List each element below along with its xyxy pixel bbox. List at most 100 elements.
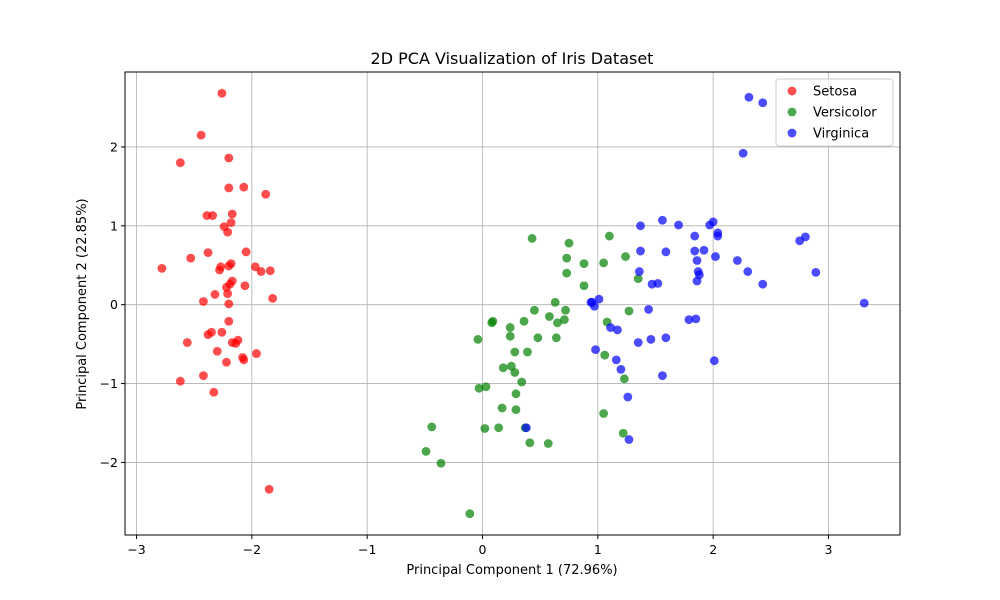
point-virginica [738, 148, 748, 158]
point-versicolor [579, 259, 589, 269]
legend-label-setosa: Setosa [813, 85, 857, 100]
y-tick-label: 2 [110, 139, 118, 154]
point-versicolor [564, 238, 574, 248]
point-virginica [708, 217, 718, 227]
point-virginica [743, 267, 753, 276]
point-versicolor [505, 323, 515, 332]
point-virginica [674, 220, 683, 230]
point-versicolor [550, 297, 560, 307]
point-virginica [795, 236, 805, 246]
point-setosa [203, 248, 213, 258]
point-virginica [758, 98, 768, 108]
x-tick-label: 3 [825, 542, 833, 557]
point-virginica [744, 92, 754, 102]
point-versicolor [510, 368, 520, 377]
point-versicolor [600, 350, 610, 360]
point-versicolor [436, 458, 446, 468]
y-axis-label: Principal Component 2 (22.85%) [75, 198, 90, 409]
point-versicolor [618, 428, 628, 438]
point-virginica [658, 371, 667, 381]
point-setosa [239, 355, 249, 365]
point-versicolor [510, 347, 520, 357]
y-tick-label: 0 [110, 297, 118, 312]
point-versicolor [562, 268, 572, 278]
point-setosa [208, 211, 218, 220]
point-versicolor [473, 334, 483, 344]
point-setosa [224, 153, 234, 163]
x-tick-label: −3 [127, 542, 145, 557]
point-versicolor [465, 509, 475, 519]
point-versicolor [481, 382, 491, 392]
point-versicolor [480, 424, 490, 433]
point-versicolor [427, 422, 437, 432]
point-virginica [709, 356, 719, 366]
point-virginica [859, 298, 869, 308]
point-virginica [616, 364, 626, 374]
point-virginica [646, 334, 656, 344]
point-virginica [692, 276, 702, 286]
point-virginica [811, 267, 821, 277]
point-versicolor [474, 383, 484, 393]
point-versicolor [562, 253, 572, 263]
point-setosa [256, 267, 266, 276]
point-versicolor [599, 409, 609, 418]
point-virginica [591, 345, 600, 355]
point-versicolor [621, 252, 630, 261]
y-tick-label: 1 [110, 218, 118, 233]
point-setosa [210, 290, 220, 299]
x-tick-label: 1 [594, 542, 602, 557]
point-versicolor [498, 363, 508, 373]
point-setosa [157, 264, 167, 273]
point-setosa [227, 209, 237, 219]
point-setosa [224, 261, 234, 271]
point-versicolor [505, 331, 515, 341]
point-versicolor [511, 405, 521, 414]
point-virginica [690, 231, 700, 241]
x-tick-label: 2 [709, 542, 717, 557]
point-setosa [175, 376, 185, 386]
point-versicolor [421, 446, 431, 456]
point-virginica [684, 315, 694, 325]
y-tick-label: −2 [100, 455, 118, 470]
point-setosa [264, 484, 274, 494]
point-virginica [594, 294, 604, 304]
legend-marker-versicolor [787, 107, 797, 117]
point-versicolor [525, 438, 535, 448]
point-virginica [636, 246, 645, 256]
point-versicolor [604, 231, 614, 241]
point-virginica [690, 246, 700, 256]
point-versicolor [561, 305, 570, 315]
legend-label-virginica: Virginica [813, 127, 869, 142]
point-setosa [203, 330, 213, 340]
point-virginica [613, 325, 622, 335]
point-versicolor [497, 403, 507, 413]
point-virginica [636, 221, 645, 231]
point-versicolor [553, 318, 562, 328]
point-setosa [223, 227, 233, 237]
point-setosa [196, 130, 206, 140]
point-setosa [215, 265, 224, 275]
point-virginica [758, 279, 768, 289]
point-versicolor [530, 305, 539, 315]
point-virginica [658, 215, 667, 225]
point-setosa [224, 316, 234, 326]
x-tick-label: 0 [479, 542, 487, 557]
point-virginica [606, 323, 615, 332]
grid [125, 72, 900, 535]
point-setosa [217, 327, 227, 337]
point-versicolor [494, 423, 504, 433]
point-setosa [239, 182, 249, 192]
point-versicolor [517, 377, 527, 387]
point-setosa [224, 183, 234, 193]
legend-box [775, 78, 894, 147]
point-setosa [217, 88, 227, 98]
point-virginica [653, 278, 663, 288]
point-virginica [634, 267, 644, 276]
point-setosa [222, 357, 231, 367]
point-setosa [175, 158, 185, 168]
data-points [157, 88, 869, 519]
point-setosa [261, 189, 271, 199]
point-versicolor [633, 274, 643, 284]
point-virginica [623, 392, 633, 402]
point-versicolor [579, 281, 589, 291]
